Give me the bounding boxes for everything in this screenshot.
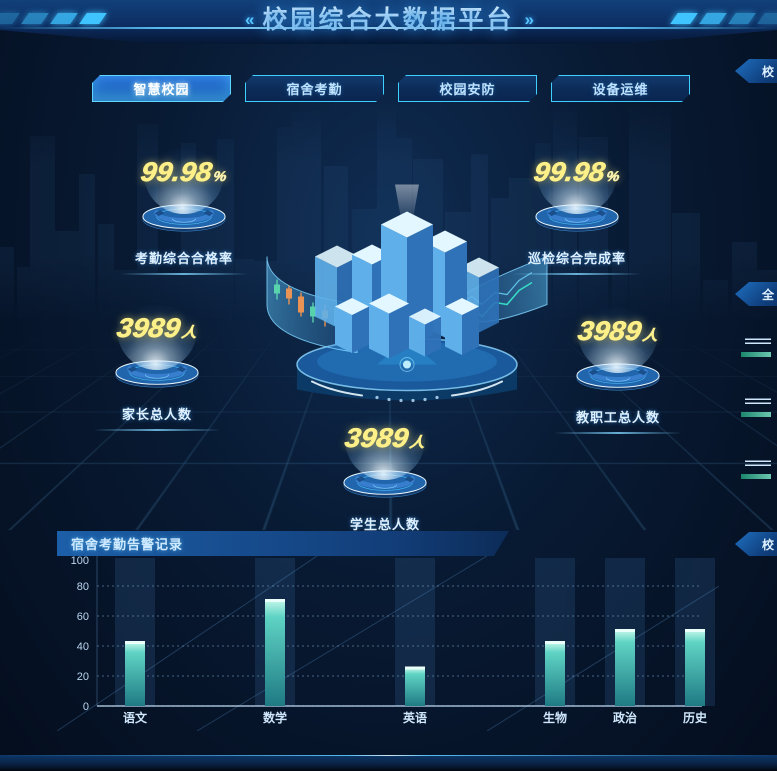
svg-text:英语: 英语 — [403, 710, 427, 725]
svg-text:100: 100 — [71, 556, 89, 567]
svg-text:语文: 语文 — [123, 710, 148, 725]
svg-text:20: 20 — [77, 671, 89, 683]
svg-text:政治: 政治 — [613, 710, 637, 725]
svg-text:历史: 历史 — [683, 710, 708, 725]
svg-text:0: 0 — [83, 701, 89, 713]
svg-text:生物: 生物 — [543, 710, 567, 725]
svg-text:40: 40 — [77, 641, 89, 653]
svg-text:80: 80 — [77, 581, 89, 593]
svg-text:60: 60 — [77, 611, 89, 623]
svg-text:数学: 数学 — [263, 710, 287, 725]
